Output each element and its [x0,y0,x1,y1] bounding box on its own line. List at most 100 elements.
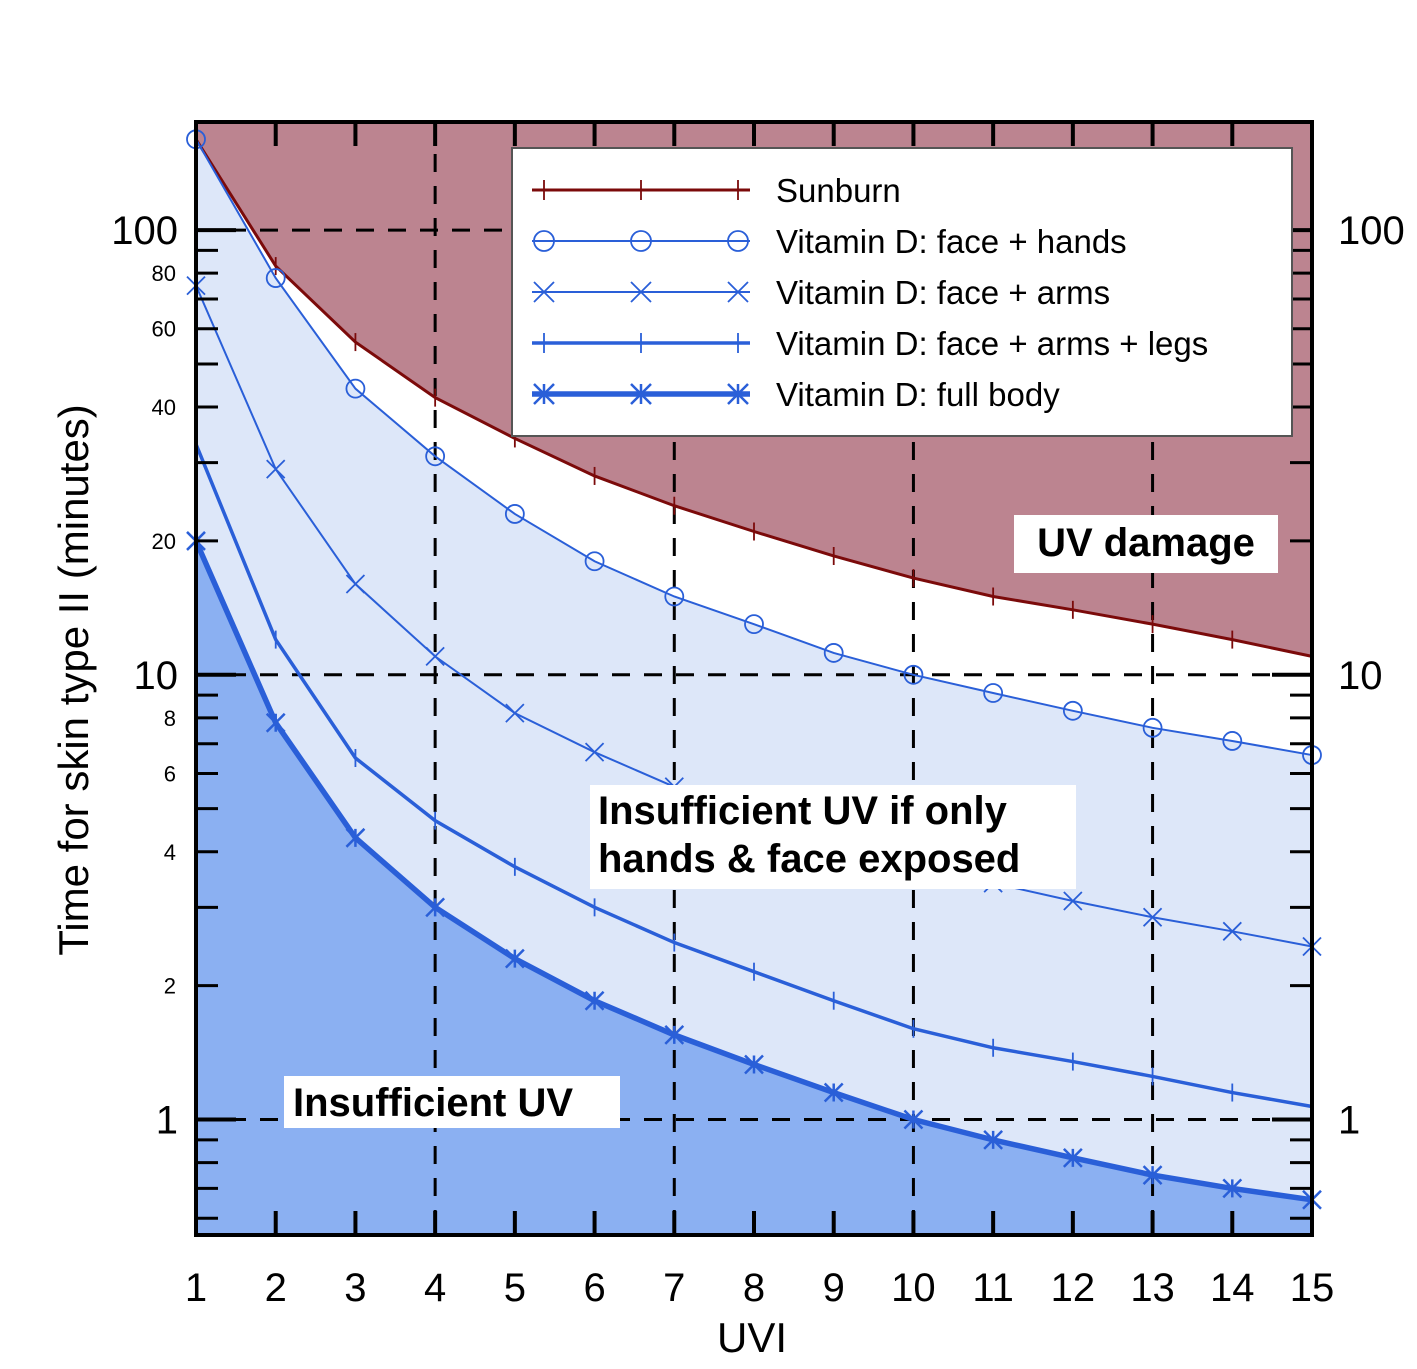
y-minor-tick-label: 60 [152,317,176,342]
legend-label: Sunburn [776,172,901,209]
data-point [903,664,924,685]
data-point [1222,921,1242,941]
x-axis-title: UVI [717,1314,787,1361]
series-lines [186,129,1322,1210]
point-x [1142,907,1163,927]
insufficient-label-bg [284,1076,620,1128]
legend-label: Vitamin D: face + arms + legs [776,325,1208,362]
point-x [505,703,525,723]
point-circle [1142,717,1163,738]
point-asterisk [983,1129,1004,1150]
point-asterisk [265,712,286,733]
data-point [903,1109,924,1130]
data-point [584,742,605,762]
point-circle [584,551,605,572]
point-asterisk [425,897,446,918]
insufficient-uv-region [196,540,1312,1235]
point-x [630,281,652,303]
y-minor-tick-label: 40 [152,395,176,420]
y-minor-tick-label: 4 [164,840,176,865]
x-tick-label: 9 [823,1266,845,1310]
data-point [425,446,446,467]
point-x [1063,891,1083,911]
point-circle [983,683,1004,703]
data-point [533,383,555,405]
data-point [345,827,366,848]
data-point [630,383,652,405]
point-asterisk [504,948,525,969]
uv-damage-label-bg [1014,515,1278,573]
point-circle [1222,731,1243,751]
y-minor-tick-label: 20 [152,529,176,554]
point-asterisk [533,383,555,405]
y-axis-title: Time for skin type II (minutes) [50,404,97,956]
point-x [1222,921,1242,941]
point-circle [425,446,446,467]
point-x [533,281,555,303]
x-tick-label: 7 [663,1266,685,1310]
legend-entry: Vitamin D: full body [532,376,1060,413]
data-point [1222,731,1243,751]
data-point [1063,891,1083,911]
data-point [664,586,685,607]
point-x [345,574,366,594]
data-point [425,897,446,918]
legend-entry: Vitamin D: face + hands [532,223,1127,260]
legend-entry: Sunburn [532,172,901,209]
x-tick-label: 13 [1130,1266,1175,1310]
data-point [727,230,749,252]
legend-label: Vitamin D: face + arms [776,274,1110,311]
data-point [345,378,366,399]
point-circle [345,378,366,399]
x-tick-label: 3 [344,1266,366,1310]
data-point [584,551,605,572]
data-point [504,948,525,969]
data-point [983,683,1004,703]
data-point [533,281,555,303]
legend-label: Vitamin D: full body [776,376,1060,413]
data-point [823,643,844,663]
point-asterisk [903,1109,924,1130]
point-x [266,459,286,479]
data-point [630,281,652,303]
point-circle [630,230,652,252]
data-point [630,230,652,252]
series-3 [194,435,1313,1116]
y-tick-label: 100 [111,209,178,253]
point-asterisk [1062,1147,1083,1168]
legend-label: Vitamin D: face + hands [776,223,1127,260]
point-x [727,281,749,303]
insufficient-partial-label-line2: hands & face exposed [598,837,1020,881]
data-point [1062,700,1083,721]
x-tick-label: 12 [1051,1266,1096,1310]
point-circle [265,268,286,288]
legend-entry: Vitamin D: face + arms [532,274,1110,311]
y-tick-label: 1 [156,1099,178,1143]
x-tick-label: 8 [743,1266,765,1310]
legend-entry: Vitamin D: face + arms + legs [532,325,1208,362]
x-tick-label: 15 [1290,1266,1335,1310]
point-x [584,742,605,762]
data-point [823,1082,844,1103]
point-asterisk [584,990,605,1011]
data-point [425,646,445,667]
insufficient-partial-label-line1: Insufficient UV if only [598,789,1008,833]
hands-face-sufficient-region [196,139,1312,756]
data-point [1142,907,1163,927]
data-point [1062,1147,1083,1168]
data-point [744,1054,764,1075]
x-tick-label: 1 [185,1266,207,1310]
data-point [345,574,366,594]
point-circle [533,230,555,252]
data-point [1222,1178,1243,1199]
x-tick-label: 14 [1210,1266,1255,1310]
data-point [983,1129,1004,1150]
data-point [727,281,749,303]
data-point [727,383,749,405]
point-asterisk [727,383,749,405]
uv-damage-label: UV damage [1037,521,1255,565]
y-minor-tick-label: 2 [164,974,176,999]
data-point [266,459,286,479]
